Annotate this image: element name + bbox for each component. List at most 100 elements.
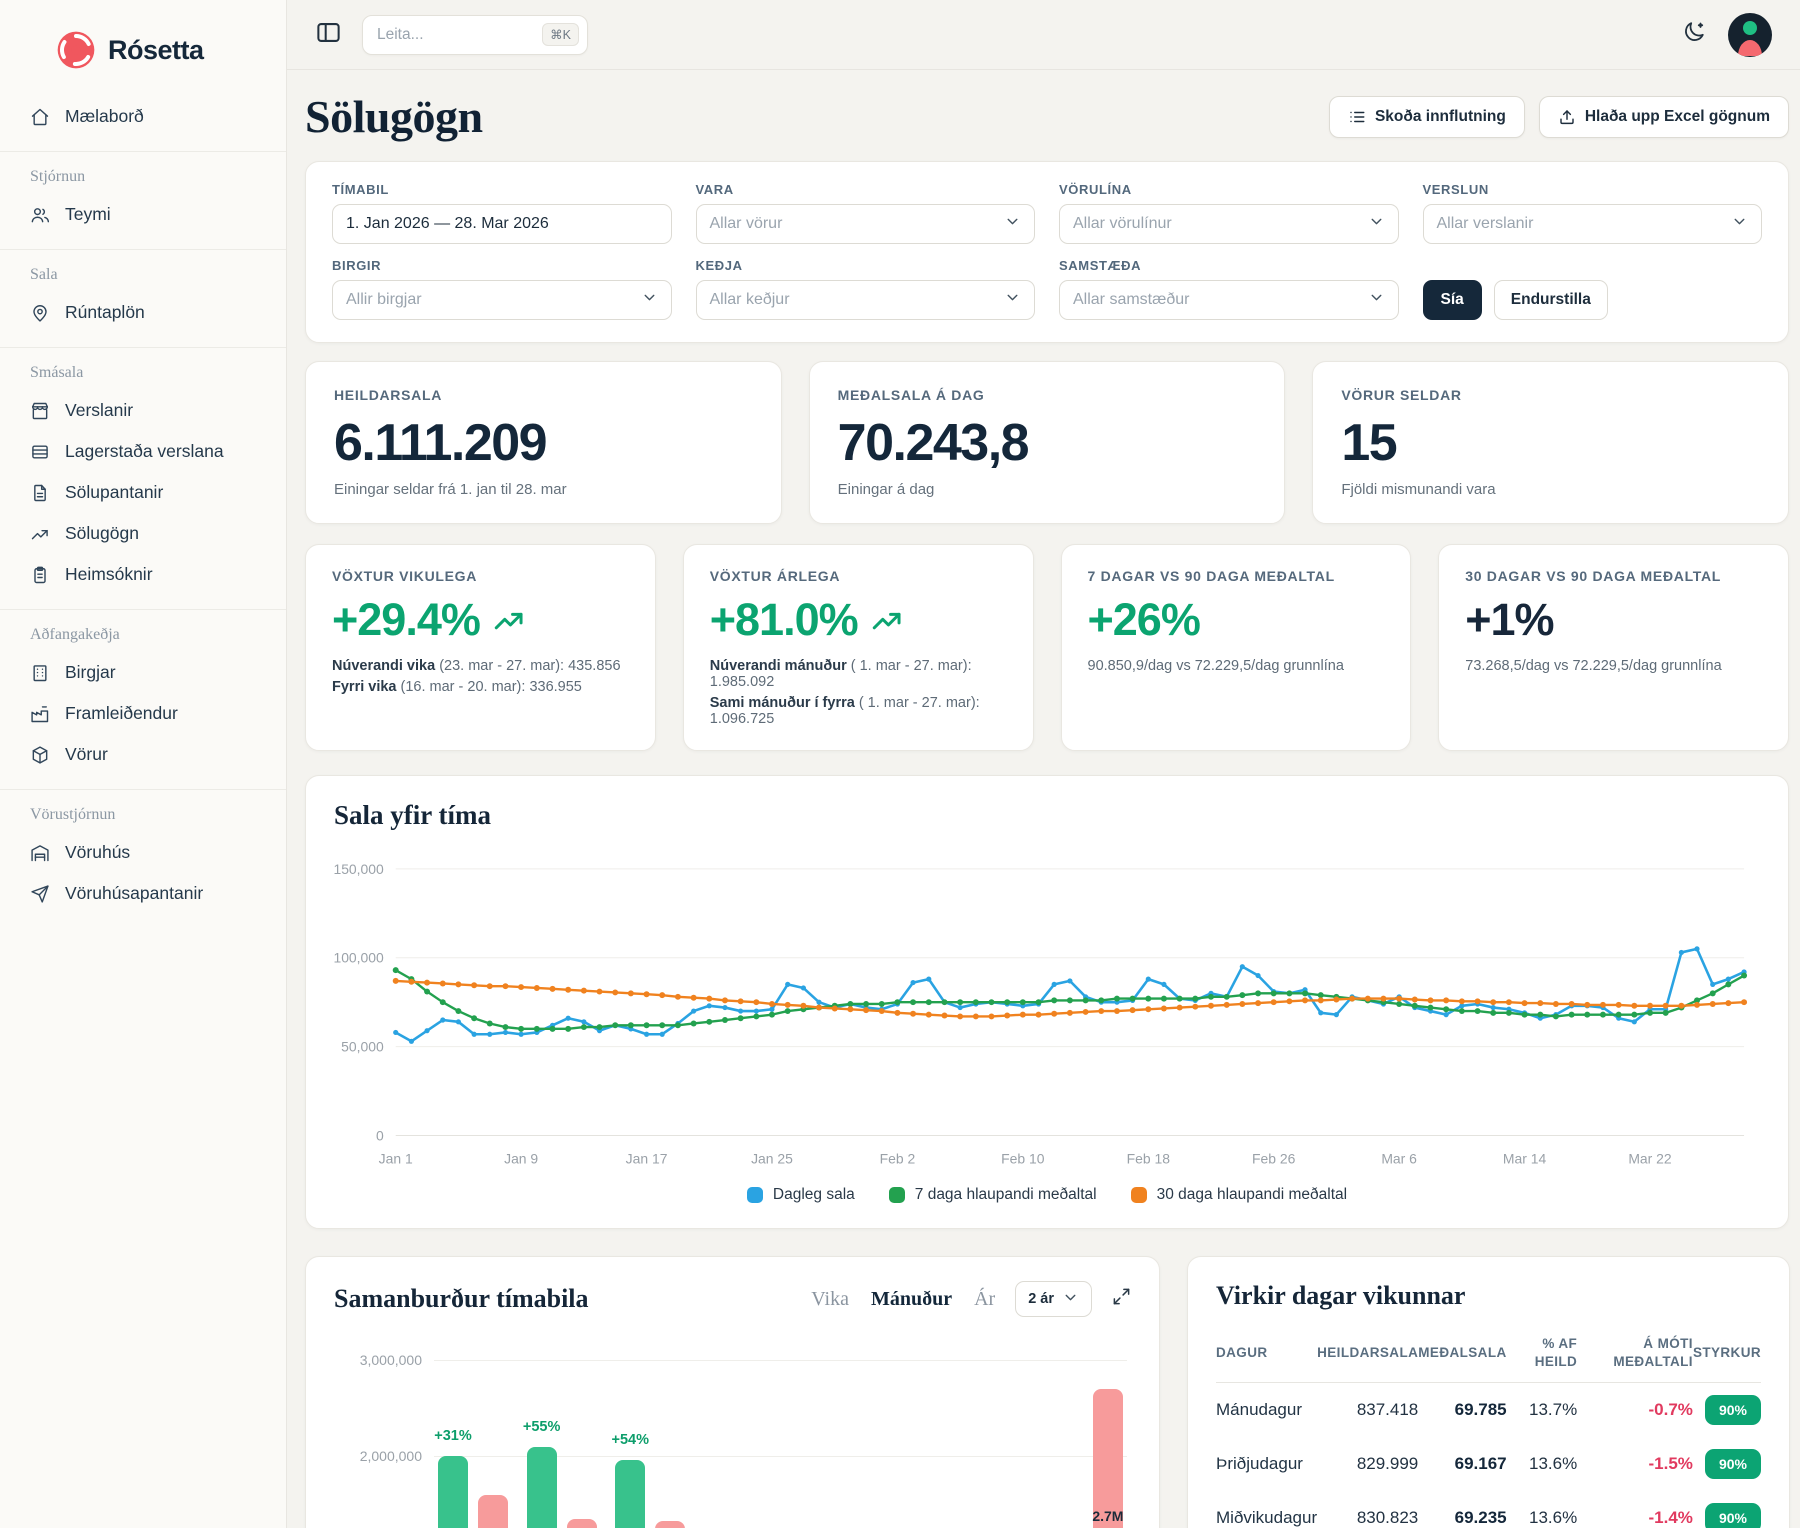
clipboard-icon (34, 566, 46, 583)
kpi-value: 6.111.209 (334, 414, 548, 472)
sidebar-item-s-lug-gn[interactable]: Sölugögn (0, 513, 286, 554)
sidebar-item-m-labor-[interactable]: Mælaborð (0, 96, 286, 137)
bar-current-period[interactable]: +55%2.1M (523, 1419, 560, 1528)
expand-icon[interactable] (1112, 1287, 1131, 1311)
sidebar-item-label: Vöruhús (65, 842, 131, 862)
cell-total: 837.418 (1356, 1400, 1419, 1420)
bar-previous-period[interactable]: 1.6M (478, 1494, 508, 1528)
sidebar-group: Vörustjórnun Vöruhús Vöruhúsapantanir (0, 789, 286, 920)
apply-filter-button[interactable]: Sía (1422, 280, 1482, 320)
kpi-label: MEÐALSALA Á DAG (837, 387, 985, 403)
gridline (434, 1360, 1127, 1362)
reset-filter-button[interactable]: Endurstilla (1493, 280, 1608, 320)
building-icon (33, 664, 47, 681)
send-icon (31, 884, 49, 903)
filter-select[interactable]: Allar keðjur (695, 280, 1035, 320)
kpi-card: MEÐALSALA Á DAG 70.243,8 Einingar á dag (808, 361, 1286, 524)
growth-card: VÖXTUR ÁRLEGA +81.0% Núverandi mánuður ( 1… (682, 544, 1034, 751)
filter-select[interactable]: Allar verslanir (1422, 204, 1762, 244)
bar-chart-title: Samanburður tímabila (334, 1284, 589, 1314)
table-header: Á MÓTI MEÐALTALI (1577, 1325, 1693, 1384)
svg-text:Jan 1: Jan 1 (379, 1150, 413, 1166)
topbar: Leita... ⌘K (287, 0, 1800, 70)
sidebar-item-lagersta-a-verslana[interactable]: Lagerstaða verslana (0, 431, 286, 472)
strength-badge: 90% (1705, 1449, 1761, 1480)
cell-pct-of-total: 13.7% (1528, 1400, 1578, 1420)
growth-detail: Núverandi mánuður ( 1. mar - 27. mar): 1… (709, 658, 972, 690)
kpi-subtext: Fjöldi mismunandi vara (1341, 481, 1496, 498)
filter-verslun: VERSLUN Allar verslanir (1422, 182, 1762, 244)
sidebar-toggle-icon[interactable] (315, 19, 342, 51)
rows-icon (32, 444, 48, 459)
bar-previous-period[interactable]: 2.7M (1092, 1389, 1123, 1528)
sidebar-item-s-lupantanir[interactable]: Sölupantanir (0, 472, 286, 513)
view-import-button[interactable]: Skoða innflutning (1328, 95, 1525, 138)
weekday-table-card: Virkir dagar vikunnar DAGUR HEILDARSALA ME… (1187, 1256, 1790, 1528)
growth-label: 7 DAGAR VS 90 DAGA MEÐALTAL (1087, 568, 1335, 584)
bar-current-period[interactable]: +31%2M (434, 1428, 472, 1528)
page-title: Sölugögn (305, 91, 483, 142)
sidebar-item-label: Framleiðendur (65, 703, 178, 723)
filter-select[interactable]: Allar vörur (695, 204, 1035, 244)
cell-vs-average: -1.4% (1648, 1508, 1693, 1528)
svg-text:Feb 10: Feb 10 (1001, 1150, 1045, 1166)
y-axis-label: 2,000,000 (359, 1448, 422, 1465)
trending-up-icon (872, 612, 901, 630)
bar-group: 2.7M (1092, 1389, 1123, 1528)
filter-label: VERSLUN (1422, 182, 1489, 197)
table-row: Þriðjudagur 829.999 69.167 13.6% -1.5% 90% (1216, 1437, 1761, 1491)
cell-strength: 90% (1693, 1437, 1761, 1491)
line-chart-title: Sala yfir tíma (334, 800, 491, 830)
bar-current-period[interactable]: +54%2M (612, 1432, 649, 1528)
bar-growth-pct: +55% (522, 1418, 561, 1435)
tab-vika[interactable]: Vika (811, 1287, 849, 1310)
search-input[interactable]: Leita... ⌘K (362, 14, 588, 55)
cell-vs-average: -0.7% (1648, 1400, 1693, 1420)
sidebar-item-label: Rúntaplön (65, 302, 145, 322)
sidebar-item-v-ruh-s[interactable]: Vöruhús (0, 832, 286, 873)
svg-text:50,000: 50,000 (341, 1039, 384, 1055)
upload-excel-button[interactable]: Hlaða upp Excel gögnum (1538, 95, 1789, 138)
sidebar-item-verslanir[interactable]: Verslanir (0, 390, 286, 431)
range-select[interactable]: 2 ár (1015, 1281, 1092, 1318)
bar-groups: +31%2M1.6M+55%2.1M1.3M+54%2M1.3M1.2M969k… (434, 1337, 1123, 1528)
strength-badge: 90% (1705, 1395, 1761, 1426)
sidebar-item-label: Verslanir (65, 400, 134, 420)
kpi-value: 15 (1341, 414, 1397, 472)
tab-ár[interactable]: Ár (974, 1287, 996, 1310)
filter-select[interactable]: Allar vörulínur (1059, 204, 1399, 244)
user-avatar[interactable] (1728, 12, 1772, 57)
sidebar-item-framlei-endur[interactable]: Framleiðendur (0, 693, 286, 734)
cell-total: 829.999 (1356, 1454, 1419, 1474)
table-header: DAGUR (1216, 1325, 1318, 1384)
svg-text:Jan 25: Jan 25 (751, 1150, 793, 1166)
growth-detail: Núverandi vika (23. mar - 27. mar): 435.… (332, 658, 621, 674)
growth-detail: Fyrri vika (16. mar - 20. mar): 336.955 (332, 679, 582, 695)
sidebar-item-label: Sölugögn (65, 523, 139, 543)
legend-swatch (1130, 1187, 1147, 1204)
sidebar-item-r-ntapl-n[interactable]: Rúntaplön (0, 292, 286, 333)
chevron-down-icon (641, 289, 658, 311)
home-icon (31, 108, 49, 125)
bar-group: +54%2M 1.3M (612, 1432, 686, 1528)
filter-label: BIRGIR (332, 258, 382, 273)
filter-select[interactable]: Allar samstæður (1059, 280, 1399, 320)
app-logo[interactable]: Rósetta (0, 22, 286, 96)
sidebar-item-heims-knir[interactable]: Heimsóknir (0, 554, 286, 595)
sidebar-item-label: Teymi (65, 204, 111, 224)
chevron-down-icon (1004, 289, 1021, 311)
tab-mánuður[interactable]: Mánuður (870, 1287, 953, 1310)
sidebar-item-birgjar[interactable]: Birgjar (0, 652, 286, 693)
weekday-table: DAGUR HEILDARSALA MEÐALSALA% AF HEILD Á MÓT… (1216, 1325, 1761, 1528)
list-icon (1350, 111, 1365, 122)
filter-select[interactable]: Allir birgjar (332, 280, 672, 320)
dark-mode-toggle-moon-icon[interactable] (1682, 20, 1706, 49)
date-range-input[interactable]: 1. Jan 2026 — 28. Mar 2026 (332, 204, 672, 244)
sidebar-item-teymi[interactable]: Teymi (0, 194, 286, 235)
filter-samstæða: SAMSTÆÐA Allar samstæður (1059, 258, 1399, 320)
sidebar-item-v-ruh-sapantanir[interactable]: Vöruhúsapantanir (0, 873, 286, 914)
bar-previous-period[interactable]: 1.3M (566, 1518, 597, 1528)
sidebar-item-v-rur[interactable]: Vörur (0, 734, 286, 775)
weekday-table-title: Virkir dagar vikunnar (1216, 1281, 1466, 1311)
bar-previous-period[interactable]: 1.3M (655, 1520, 686, 1528)
